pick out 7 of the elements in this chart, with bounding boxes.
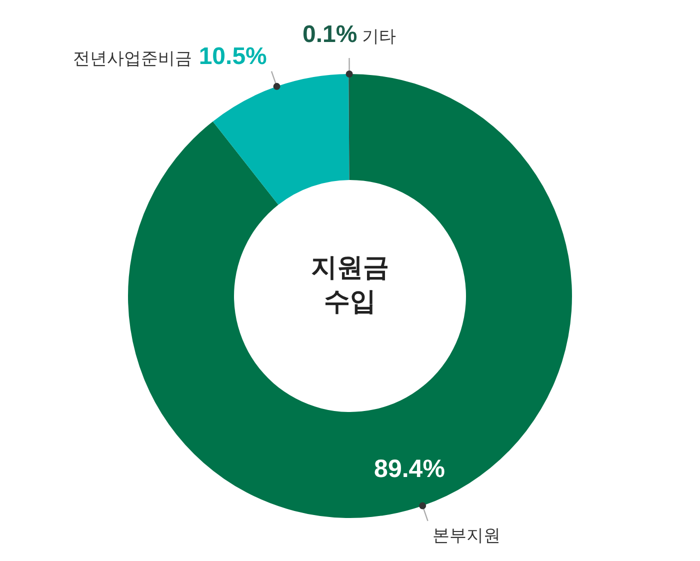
data-label: 10.5% (192, 43, 267, 70)
data-label: 89.4% (374, 455, 445, 483)
slice-label: 본부지원 (432, 526, 500, 546)
slice-label: 기타 (357, 27, 396, 46)
slice-label: 전년사업준비금 (73, 49, 192, 68)
text: 지원금 수입 (311, 252, 389, 316)
data-label: 0.1% (302, 21, 358, 48)
